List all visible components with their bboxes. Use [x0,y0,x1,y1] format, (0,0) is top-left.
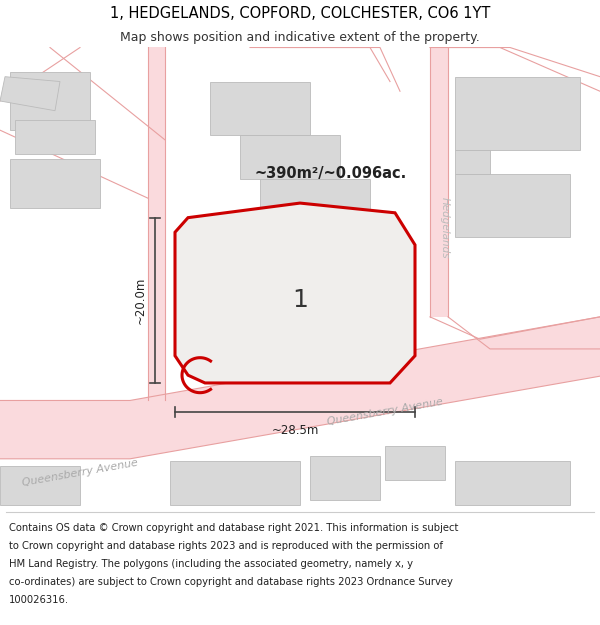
Polygon shape [455,149,490,174]
Text: Map shows position and indicative extent of the property.: Map shows position and indicative extent… [120,31,480,44]
Text: Hedgelands: Hedgelands [440,197,450,258]
Polygon shape [0,466,80,504]
Polygon shape [0,317,600,459]
Polygon shape [210,81,310,135]
Text: 1: 1 [292,288,308,312]
Polygon shape [170,461,300,504]
Polygon shape [10,72,90,130]
Text: Queensberry Avenue: Queensberry Avenue [326,397,444,428]
Polygon shape [310,456,380,499]
Text: ~390m²/~0.096ac.: ~390m²/~0.096ac. [255,166,407,181]
Text: ~20.0m: ~20.0m [134,277,147,324]
Text: Contains OS data © Crown copyright and database right 2021. This information is : Contains OS data © Crown copyright and d… [9,523,458,533]
Polygon shape [455,77,580,149]
Text: 100026316.: 100026316. [9,595,69,605]
Polygon shape [385,446,445,480]
Polygon shape [175,203,415,383]
Polygon shape [455,461,570,504]
Polygon shape [430,48,448,317]
Polygon shape [0,77,60,111]
Polygon shape [148,48,165,401]
Polygon shape [240,135,340,179]
Polygon shape [15,121,95,154]
Text: co-ordinates) are subject to Crown copyright and database rights 2023 Ordnance S: co-ordinates) are subject to Crown copyr… [9,577,453,587]
Polygon shape [260,179,370,227]
Polygon shape [455,174,570,237]
Polygon shape [10,159,100,208]
Text: HM Land Registry. The polygons (including the associated geometry, namely x, y: HM Land Registry. The polygons (includin… [9,559,413,569]
Text: ~28.5m: ~28.5m [271,424,319,437]
Text: 1, HEDGELANDS, COPFORD, COLCHESTER, CO6 1YT: 1, HEDGELANDS, COPFORD, COLCHESTER, CO6 … [110,6,490,21]
Text: Queensberry Avenue: Queensberry Avenue [21,458,139,488]
Text: to Crown copyright and database rights 2023 and is reproduced with the permissio: to Crown copyright and database rights 2… [9,541,443,551]
